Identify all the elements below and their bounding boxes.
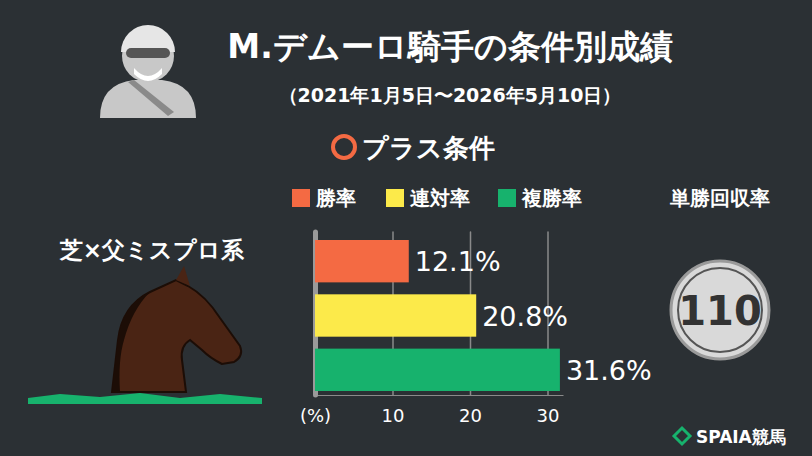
legend-swatch — [386, 189, 404, 207]
source: SPAIA競馬 — [696, 427, 786, 447]
background — [0, 0, 812, 456]
recovery-badge-ring — [678, 268, 762, 352]
legend-item: 連対率 — [386, 186, 470, 210]
horse-icon — [28, 266, 262, 404]
bar — [315, 294, 476, 336]
legend-label: 複勝率 — [521, 186, 582, 210]
axis-line — [316, 395, 564, 396]
data-label: 12.1% — [415, 246, 501, 277]
subtitle: （2021年1月5日〜2026年5月10日） — [279, 84, 622, 106]
chart: M.デムーロ騎手の条件別成績 （2021年1月5日〜2026年5月10日） プラス条… — [0, 0, 812, 456]
recovery-label: 単勝回収率 — [669, 186, 770, 210]
legend-swatch — [498, 189, 516, 207]
data-label: 31.6% — [566, 355, 652, 386]
tick-label: 20 — [459, 405, 482, 426]
jockey-icon — [100, 25, 196, 118]
data-labels: 12.1% 20.8% 31.6% — [415, 246, 652, 386]
section-marker — [333, 136, 355, 158]
section-title: プラス条件 — [362, 133, 495, 163]
recovery-value: 110 — [678, 288, 762, 334]
tick-label: 30 — [537, 405, 560, 426]
data-label: 20.8% — [482, 301, 568, 332]
logo-mark — [674, 428, 690, 444]
title: M.デムーロ騎手の条件別成績 — [227, 27, 672, 66]
recovery-badge — [671, 261, 769, 359]
bar — [315, 240, 409, 282]
bar — [315, 349, 560, 391]
legend-swatch — [292, 189, 310, 207]
legend-label: 勝率 — [315, 186, 356, 210]
legend-label: 連対率 — [410, 186, 470, 210]
legend-item: 勝率 — [292, 186, 356, 210]
tick-label: 10 — [382, 405, 405, 426]
legend-item: 複勝率 — [498, 186, 582, 210]
category-label: 芝×父ミスプロ系 — [59, 237, 245, 263]
tick-label: (%) — [300, 405, 331, 426]
